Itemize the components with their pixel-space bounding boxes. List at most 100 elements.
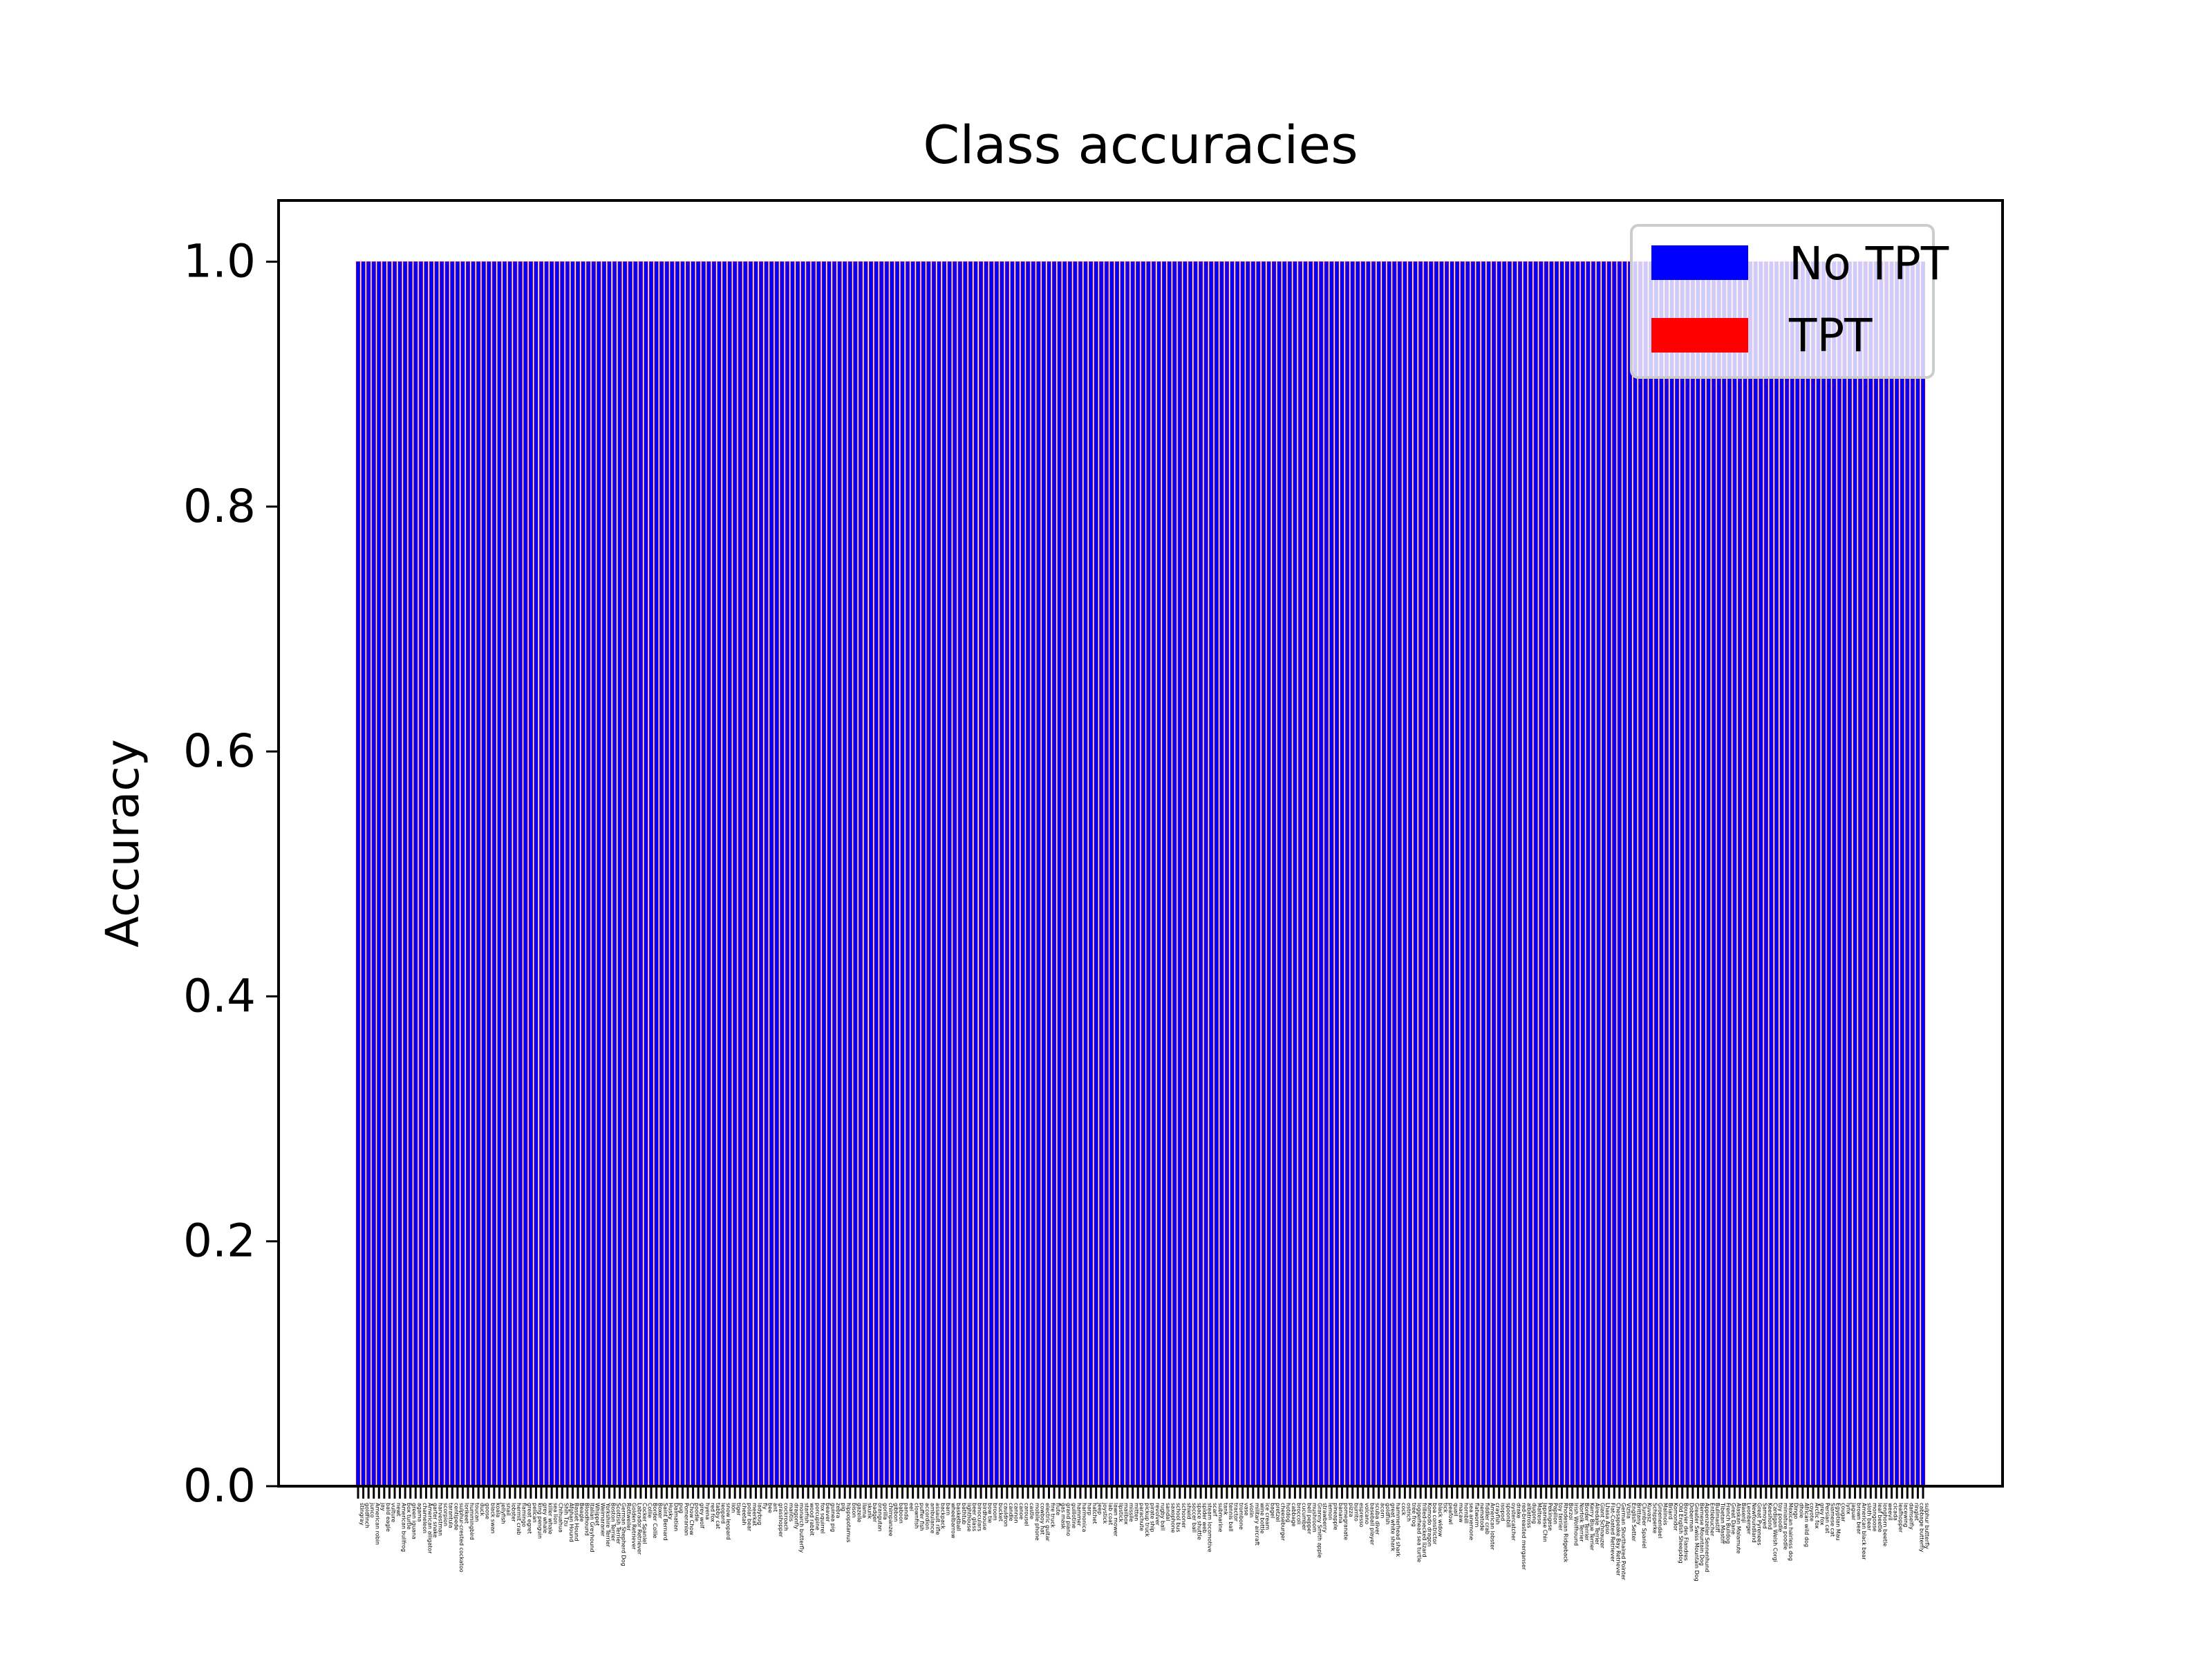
bar-no-tpt-267 <box>1753 261 1758 1487</box>
x-tick-label-145: lipstick <box>1118 1503 1124 1522</box>
x-tick-label-36: killer whale <box>547 1503 554 1535</box>
bar-no-tpt-209 <box>1450 261 1454 1487</box>
legend: No TPT TPT <box>1630 224 1949 379</box>
legend-label-tpt: TPT <box>1788 309 1873 362</box>
x-tick-label-19: sulphur-crested cockatoo <box>458 1503 465 1573</box>
bar-no-tpt-39 <box>560 261 565 1487</box>
x-tick-label-41: Basset Hound <box>573 1503 579 1541</box>
bar-no-tpt-119 <box>979 261 984 1487</box>
bar-no-tpt-126 <box>1015 261 1020 1487</box>
x-tick-label-278: Arctic fox <box>1814 1503 1820 1529</box>
x-tick-label-196: goldfish <box>1385 1503 1391 1525</box>
x-tick-label-104: panda <box>903 1503 909 1520</box>
bar-no-tpt-134 <box>1057 261 1062 1487</box>
bar-no-tpt-118 <box>973 261 978 1487</box>
x-tick-label-262: Great Dane <box>1730 1503 1736 1535</box>
x-tick-label-239: Flat-Coated Retriever <box>1610 1503 1616 1562</box>
x-tick-label-220: oystercatcher <box>1510 1503 1517 1541</box>
x-tick-label-125: cannon <box>1013 1503 1019 1523</box>
bar-no-tpt-270 <box>1769 261 1774 1487</box>
x-tick-label-167: tractor <box>1233 1503 1239 1522</box>
x-tick-label-147: missile <box>1128 1503 1134 1522</box>
x-tick-label-164: submarine <box>1217 1503 1224 1533</box>
bar-no-tpt-37 <box>550 261 554 1487</box>
bar-no-tpt-79 <box>769 261 774 1487</box>
bar-no-tpt-62 <box>680 261 685 1487</box>
x-tick-label-298: cabbage butterfly <box>1918 1503 1924 1553</box>
x-tick-label-29: lobster <box>511 1503 517 1522</box>
x-tick-label-296: damselfly <box>1908 1503 1914 1530</box>
bar-no-tpt-0 <box>355 261 361 1487</box>
x-tick-label-53: Labrador Retriever <box>636 1503 642 1555</box>
x-tick-label-4: jay <box>379 1502 386 1511</box>
x-tick-label-299: sulphur butterfly <box>1924 1503 1930 1549</box>
x-tick-label-25: black swan <box>489 1503 496 1533</box>
bar-no-tpt-13 <box>424 261 429 1487</box>
bar-no-tpt-55 <box>644 261 648 1487</box>
x-tick-label-173: ice cream <box>1264 1503 1271 1530</box>
bar-no-tpt-122 <box>994 261 999 1487</box>
x-tick-label-291: longhorn beetle <box>1882 1503 1888 1546</box>
bar-no-tpt-169 <box>1240 261 1245 1487</box>
bar-no-tpt-192 <box>1360 261 1365 1487</box>
bar-no-tpt-188 <box>1340 261 1344 1487</box>
bar-no-tpt-34 <box>534 261 538 1487</box>
x-tick-label-98: badger <box>872 1503 878 1523</box>
x-tick-label-58: Saint Bernard <box>662 1503 668 1541</box>
x-tick-label-244: Brittany <box>1636 1503 1642 1525</box>
x-tick-label-179: broccoli <box>1295 1503 1302 1524</box>
bar-no-tpt-294 <box>1895 261 1900 1487</box>
bar-no-tpt-173 <box>1261 261 1266 1487</box>
x-tick-label-141: jeep <box>1097 1502 1103 1515</box>
bar-no-tpt-136 <box>1067 261 1072 1487</box>
bar-no-tpt-128 <box>1026 261 1031 1487</box>
bar-no-tpt-225 <box>1533 261 1538 1487</box>
legend-swatch-tpt <box>1651 318 1748 353</box>
bar-no-tpt-284 <box>1842 261 1847 1487</box>
bar-no-tpt-95 <box>853 261 858 1487</box>
bar-no-tpt-263 <box>1732 261 1737 1487</box>
x-tick-label-230: Rhodesian Ridgeback <box>1563 1503 1569 1563</box>
bar-no-tpt-88 <box>816 261 821 1487</box>
bar-no-tpt-142 <box>1099 261 1104 1487</box>
bar-no-tpt-65 <box>696 261 701 1487</box>
bar-no-tpt-242 <box>1622 261 1627 1487</box>
bar-no-tpt-97 <box>863 261 868 1487</box>
x-tick-label-108: accordion <box>924 1503 930 1530</box>
bar-no-tpt-115 <box>957 261 962 1487</box>
bar-no-tpt-293 <box>1889 261 1894 1487</box>
bar-no-tpt-189 <box>1345 261 1350 1487</box>
x-tick-label-136: guillotine <box>1071 1503 1077 1528</box>
bar-no-tpt-66 <box>701 261 706 1487</box>
bar-no-tpt-201 <box>1407 261 1412 1487</box>
x-tick-label-241: German Shorthaired Pointer <box>1620 1503 1627 1581</box>
bar-no-tpt-117 <box>968 261 973 1487</box>
bar-no-tpt-202 <box>1413 261 1418 1487</box>
bar-no-tpt-146 <box>1120 261 1125 1487</box>
bar-no-tpt-40 <box>565 261 570 1487</box>
bar-no-tpt-175 <box>1272 261 1277 1487</box>
bar-no-tpt-32 <box>523 261 528 1487</box>
x-tick-label-237: Giant Schnauzer <box>1600 1503 1606 1549</box>
bar-no-tpt-211 <box>1460 261 1465 1487</box>
x-tick-label-46: Weimaraner <box>599 1503 606 1537</box>
bar-no-tpt-64 <box>691 261 695 1487</box>
x-tick-label-7: newt <box>395 1503 402 1517</box>
x-tick-label-89: beaver <box>825 1503 831 1523</box>
x-tick-label-174: bagel <box>1270 1503 1276 1518</box>
x-tick-label-30: hermit crab <box>516 1503 522 1535</box>
x-tick-label-107: puffer fish <box>919 1503 925 1531</box>
x-tick-label-51: Rottweiler <box>626 1503 632 1531</box>
bar-no-tpt-285 <box>1847 261 1853 1487</box>
bar-no-tpt-130 <box>1036 261 1041 1487</box>
bar-no-tpt-28 <box>502 261 507 1487</box>
bar-no-tpt-223 <box>1523 261 1528 1487</box>
bar-no-tpt-143 <box>1104 261 1109 1487</box>
bar-no-tpt-290 <box>1873 261 1878 1487</box>
bar-no-tpt-15 <box>434 261 439 1487</box>
bar-no-tpt-205 <box>1429 261 1434 1487</box>
x-tick-label-212: sea anemone <box>1468 1503 1474 1540</box>
bar-no-tpt-164 <box>1214 261 1219 1487</box>
bar-no-tpt-149 <box>1136 261 1141 1487</box>
